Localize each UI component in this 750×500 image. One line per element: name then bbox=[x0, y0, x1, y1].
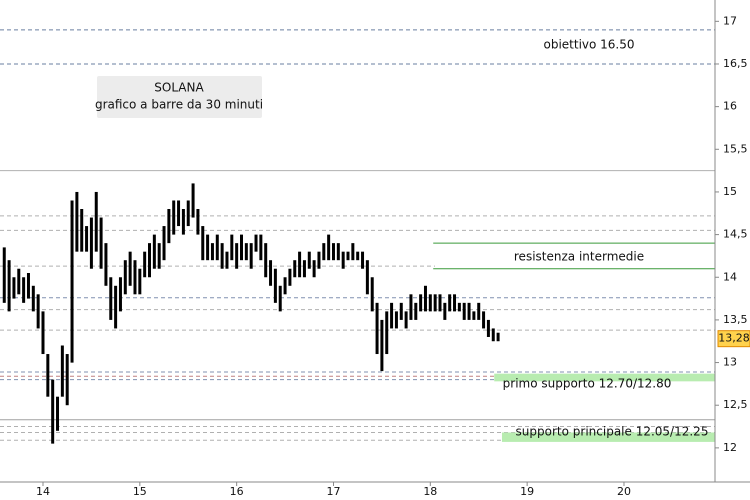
x-tick-label: 17 bbox=[326, 485, 340, 498]
y-tick-label: 16,5 bbox=[723, 57, 748, 70]
title-box bbox=[97, 76, 262, 118]
y-tick-label: 17 bbox=[723, 14, 737, 27]
y-tick-label: 15,5 bbox=[723, 142, 748, 155]
support-band bbox=[501, 432, 715, 442]
y-tick-label: 12 bbox=[723, 441, 737, 454]
y-tick-label: 13 bbox=[723, 356, 737, 369]
annotation: obiettivo 16.50 bbox=[543, 38, 634, 52]
annotation: resistenza intermedie bbox=[514, 250, 644, 264]
x-tick-label: 15 bbox=[133, 485, 147, 498]
y-tick-label: 16 bbox=[723, 100, 737, 113]
x-tick-label: 19 bbox=[520, 485, 534, 498]
chart-subtitle: grafico a barre da 30 minuti bbox=[95, 98, 263, 112]
last-price-box bbox=[717, 330, 750, 348]
y-tick-label: 14,5 bbox=[723, 228, 748, 241]
annotation: supporto principale 12.05/12.25 bbox=[516, 425, 709, 439]
x-tick-label: 18 bbox=[423, 485, 437, 498]
x-tick-label: 14 bbox=[36, 485, 50, 498]
y-tick-label: 13,5 bbox=[723, 313, 748, 326]
last-price-label: 13,28 bbox=[718, 332, 750, 345]
support-band bbox=[494, 373, 715, 382]
annotation: primo supporto 12.70/12.80 bbox=[503, 377, 672, 391]
y-tick-label: 12,5 bbox=[723, 398, 748, 411]
y-tick-label: 15 bbox=[723, 185, 737, 198]
chart-title: SOLANA bbox=[154, 81, 204, 95]
x-tick-label: 16 bbox=[230, 485, 244, 498]
y-tick-label: 14 bbox=[723, 270, 737, 283]
x-tick-label: 20 bbox=[617, 485, 631, 498]
label-box bbox=[435, 246, 715, 267]
